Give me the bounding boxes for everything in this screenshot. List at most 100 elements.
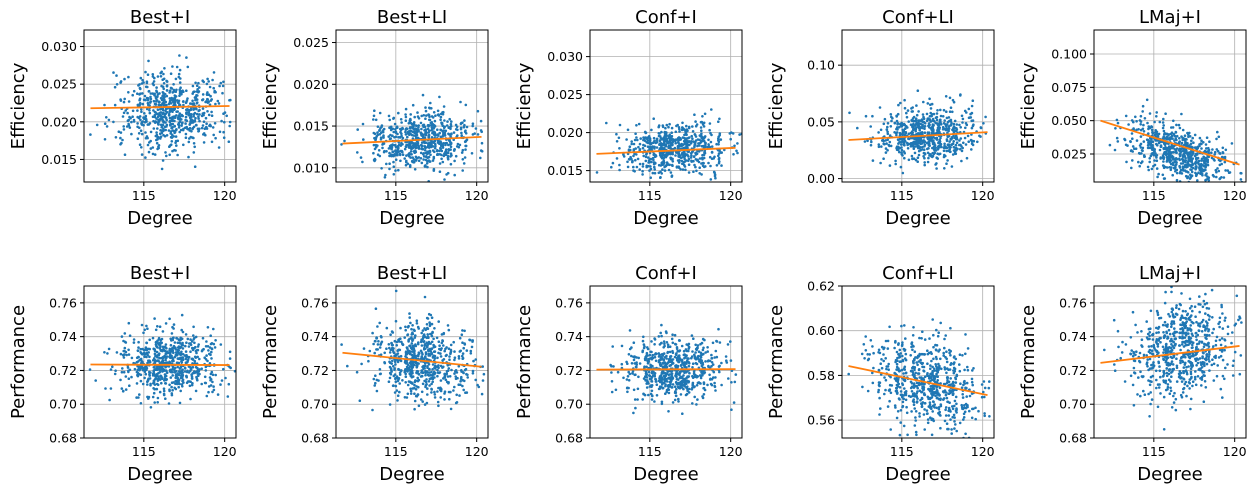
- scatter-point: [119, 136, 122, 140]
- scatter-point: [952, 140, 955, 143]
- scatter-point: [914, 128, 918, 131]
- scatter-point: [405, 159, 408, 163]
- scatter-point: [120, 335, 124, 338]
- scatter-point: [884, 139, 887, 142]
- scatter-point: [193, 359, 197, 363]
- subplot-title: Best+I: [130, 7, 190, 28]
- scatter-point: [460, 134, 464, 137]
- scatter-point: [427, 136, 431, 139]
- scatter-point: [399, 326, 402, 330]
- scatter-point: [878, 106, 882, 109]
- scatter-point: [886, 132, 890, 136]
- scatter-point: [947, 134, 951, 138]
- scatter-point: [140, 110, 143, 114]
- scatter-point: [687, 140, 691, 144]
- scatter-point: [152, 127, 156, 130]
- scatter-point: [122, 125, 125, 128]
- scatter-point: [466, 373, 469, 377]
- scatter-point: [953, 136, 957, 139]
- scatter-point: [138, 98, 141, 102]
- scatter-point: [161, 370, 164, 373]
- scatter-point: [433, 327, 436, 330]
- scatter-point: [697, 160, 701, 164]
- scatter-point: [147, 359, 150, 363]
- scatter-point: [1200, 139, 1203, 142]
- scatter-point: [1207, 149, 1210, 152]
- scatter-point: [177, 385, 180, 389]
- scatter-point: [1175, 178, 1179, 182]
- scatter-point: [677, 136, 681, 139]
- scatter-point: [379, 136, 383, 139]
- scatter-point: [949, 119, 953, 123]
- scatter-point: [139, 351, 142, 354]
- scatter-point: [1181, 154, 1185, 157]
- scatter-point: [1191, 153, 1194, 156]
- scatter-point: [156, 325, 159, 328]
- scatter-point: [147, 103, 150, 107]
- scatter-point: [381, 129, 385, 133]
- scatter-point: [356, 128, 360, 131]
- scatter-point: [148, 355, 151, 359]
- scatter-point: [708, 128, 711, 132]
- scatter-point: [906, 147, 910, 150]
- scatter-point: [376, 144, 379, 147]
- scatter-point: [390, 134, 394, 138]
- scatter-point: [959, 93, 962, 96]
- scatter-point: [188, 126, 192, 130]
- scatter-point: [615, 157, 619, 160]
- scatter-point: [1175, 123, 1178, 127]
- scatter-point: [642, 154, 645, 158]
- scatter-point: [1224, 169, 1227, 172]
- scatter-point: [881, 139, 884, 142]
- scatter-point: [650, 128, 653, 132]
- scatter-point: [164, 109, 167, 112]
- scatter-point: [143, 355, 146, 359]
- scatter-point: [455, 393, 459, 397]
- scatter-point: [128, 384, 131, 388]
- scatter-point: [438, 149, 441, 153]
- scatter-point: [242, 368, 245, 371]
- scatter-point: [480, 392, 484, 396]
- scatter-point: [404, 355, 407, 358]
- scatter-point: [136, 371, 140, 375]
- scatter-point: [394, 363, 397, 366]
- scatter-point: [630, 140, 633, 143]
- scatter-point: [436, 153, 439, 156]
- scatter-point: [687, 157, 691, 161]
- scatter-point: [420, 134, 424, 137]
- scatter-point: [193, 336, 196, 340]
- scatter-point: [1171, 126, 1175, 129]
- y-tick-label: 0.010: [293, 160, 329, 175]
- scatter-point: [474, 358, 478, 361]
- scatter-point: [394, 289, 398, 293]
- scatter-point: [462, 346, 466, 350]
- scatter-point: [1132, 120, 1135, 124]
- scatter-point: [1239, 182, 1242, 185]
- scatter-point: [442, 129, 446, 132]
- scatter-point: [136, 137, 140, 140]
- scatter-point: [170, 119, 173, 122]
- scatter-point: [153, 352, 157, 356]
- scatter-point: [173, 148, 176, 152]
- scatter-point: [429, 342, 432, 345]
- scatter-point: [423, 141, 426, 145]
- scatter-point: [914, 158, 918, 162]
- scatter-point: [1142, 123, 1145, 127]
- scatter-point: [1190, 139, 1193, 143]
- scatter-point: [1205, 136, 1209, 139]
- scatter-point: [651, 171, 655, 175]
- scatter-point: [373, 351, 377, 355]
- scatter-point: [895, 133, 898, 137]
- scatter-point: [438, 344, 441, 348]
- scatter-point: [441, 135, 445, 138]
- scatter-point: [912, 147, 916, 150]
- scatter-point: [158, 343, 162, 347]
- scatter-point: [197, 129, 201, 133]
- scatter-point: [419, 157, 423, 160]
- scatter-point: [428, 118, 432, 122]
- scatter-point: [664, 144, 668, 148]
- scatter-point: [185, 354, 188, 357]
- scatter-point: [446, 156, 450, 159]
- scatter-point: [178, 346, 182, 350]
- scatter-point: [1178, 126, 1182, 130]
